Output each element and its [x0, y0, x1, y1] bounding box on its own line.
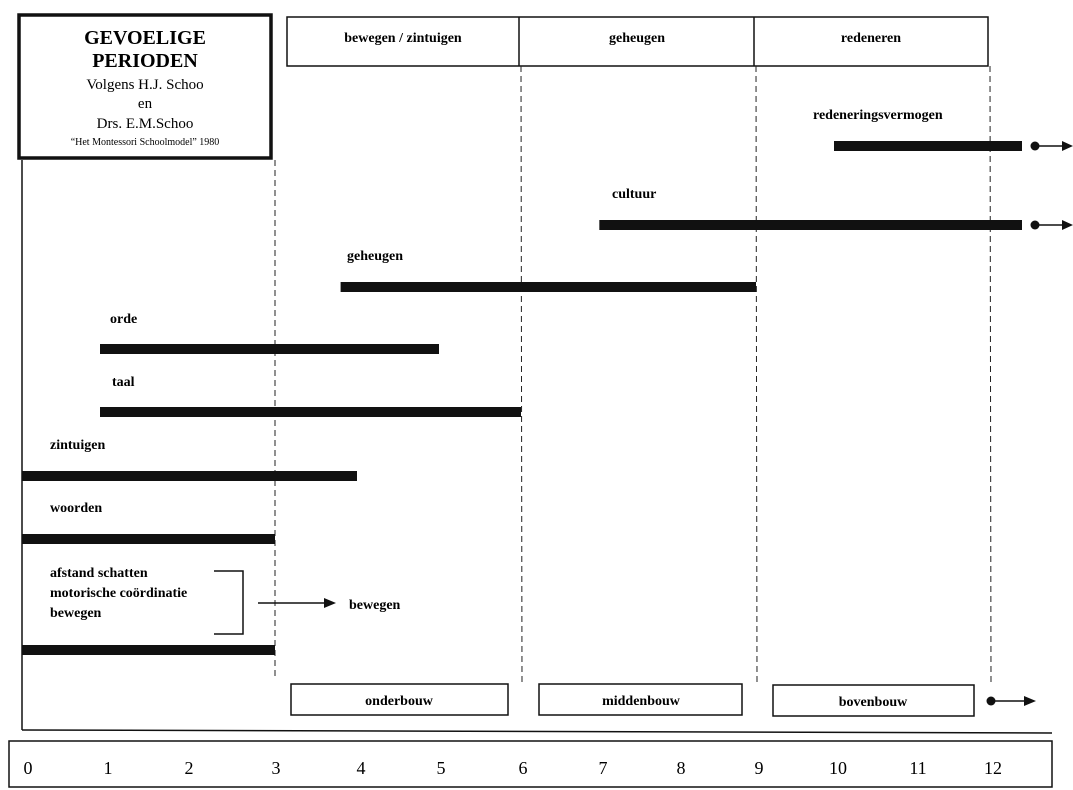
period-labels: redeneringsvermogen cultuur geheugen ord… [50, 108, 943, 516]
age-axis-box [8, 740, 1053, 788]
frame-bottom-line [21, 729, 1053, 734]
label-cultuur: cultuur [612, 187, 656, 202]
title-line-2: PERIODEN [92, 50, 198, 72]
period-bar-geheugen [340, 282, 756, 292]
bracket-arrow-head [324, 598, 336, 608]
age-axis-ticks: 0 1 2 3 4 5 6 7 8 9 10 11 12 [24, 758, 1003, 778]
label-woorden: woorden [50, 501, 102, 516]
axis-tick-label: 10 [829, 758, 847, 778]
axis-tick-label: 12 [984, 758, 1002, 778]
bracket-item-bewegen: bewegen [50, 606, 102, 621]
title-line-1: GEVOELIGE [84, 27, 206, 49]
bracket-item-motorische: motorische coördinatie [50, 586, 187, 601]
boundary-age-12 [989, 65, 992, 685]
level-bovenbouw: bovenbouw [839, 695, 908, 710]
level-box-bovenbouw [772, 684, 975, 717]
period-bar-taal [100, 407, 521, 417]
period-bar-bewegen-lower [22, 645, 275, 655]
level-box-onderbouw [290, 683, 509, 716]
title-line-3: Volgens H.J. Schoo [86, 77, 203, 93]
axis-tick-label: 4 [357, 758, 366, 778]
bovenbouw-continuation-arrow [986, 696, 1036, 706]
label-zintuigen: zintuigen [50, 438, 105, 453]
period-bar-woorden [22, 534, 275, 544]
level-onderbouw: onderbouw [365, 694, 434, 709]
boundary-age-6 [520, 65, 523, 685]
period-bar-zintuigen [22, 471, 357, 481]
bracket-shape [214, 570, 244, 635]
bracket-item-afstand: afstand schatten [50, 566, 148, 581]
phase-header-bar: bewegen / zintuigen geheugen redeneren [286, 16, 989, 67]
phase-header-geheugen: geheugen [609, 31, 665, 46]
title-line-6: “Het Montessori Schoolmodel” 1980 [71, 137, 220, 148]
label-orde: orde [110, 312, 137, 327]
period-bar-cultuur [599, 220, 1022, 230]
axis-tick-label: 2 [185, 758, 194, 778]
bewegen-bracket-group: afstand schatten motorische coördinatie … [50, 566, 401, 635]
axis-tick-label: 0 [24, 758, 33, 778]
continuation-arrow-cultuur [1030, 220, 1073, 230]
axis-tick-label: 3 [272, 758, 281, 778]
label-redeneringsvermogen: redeneringsvermogen [813, 108, 943, 123]
axis-tick-label: 11 [909, 758, 926, 778]
title-line-5: Drs. E.M.Schoo [97, 116, 194, 132]
school-levels: onderbouw middenbouw bovenbouw [290, 683, 1036, 717]
period-bar-orde [100, 344, 439, 354]
axis-tick-label: 5 [437, 758, 446, 778]
bracket-result-bewegen: bewegen [349, 598, 401, 613]
level-box-middenbouw [538, 683, 743, 716]
axis-tick-label: 1 [104, 758, 113, 778]
label-taal: taal [112, 375, 135, 390]
level-middenbouw: middenbouw [602, 694, 681, 709]
label-geheugen: geheugen [347, 249, 403, 264]
axis-tick-label: 9 [755, 758, 764, 778]
boundary-age-9 [755, 65, 758, 685]
continuation-arrow-redeneringsvermogen [1030, 141, 1073, 151]
period-bar-redeneringsvermogen [834, 141, 1022, 151]
phase-header-bewegen: bewegen / zintuigen [344, 31, 462, 46]
axis-tick-label: 8 [677, 758, 686, 778]
title-line-4: en [138, 96, 153, 112]
period-bars [22, 141, 1022, 655]
title-box: GEVOELIGE PERIODEN Volgens H.J. Schoo en… [17, 13, 273, 160]
axis-tick-label: 7 [599, 758, 608, 778]
axis-tick-label: 6 [519, 758, 528, 778]
phase-header-redeneren: redeneren [841, 31, 901, 46]
phase-boundaries [274, 65, 992, 685]
